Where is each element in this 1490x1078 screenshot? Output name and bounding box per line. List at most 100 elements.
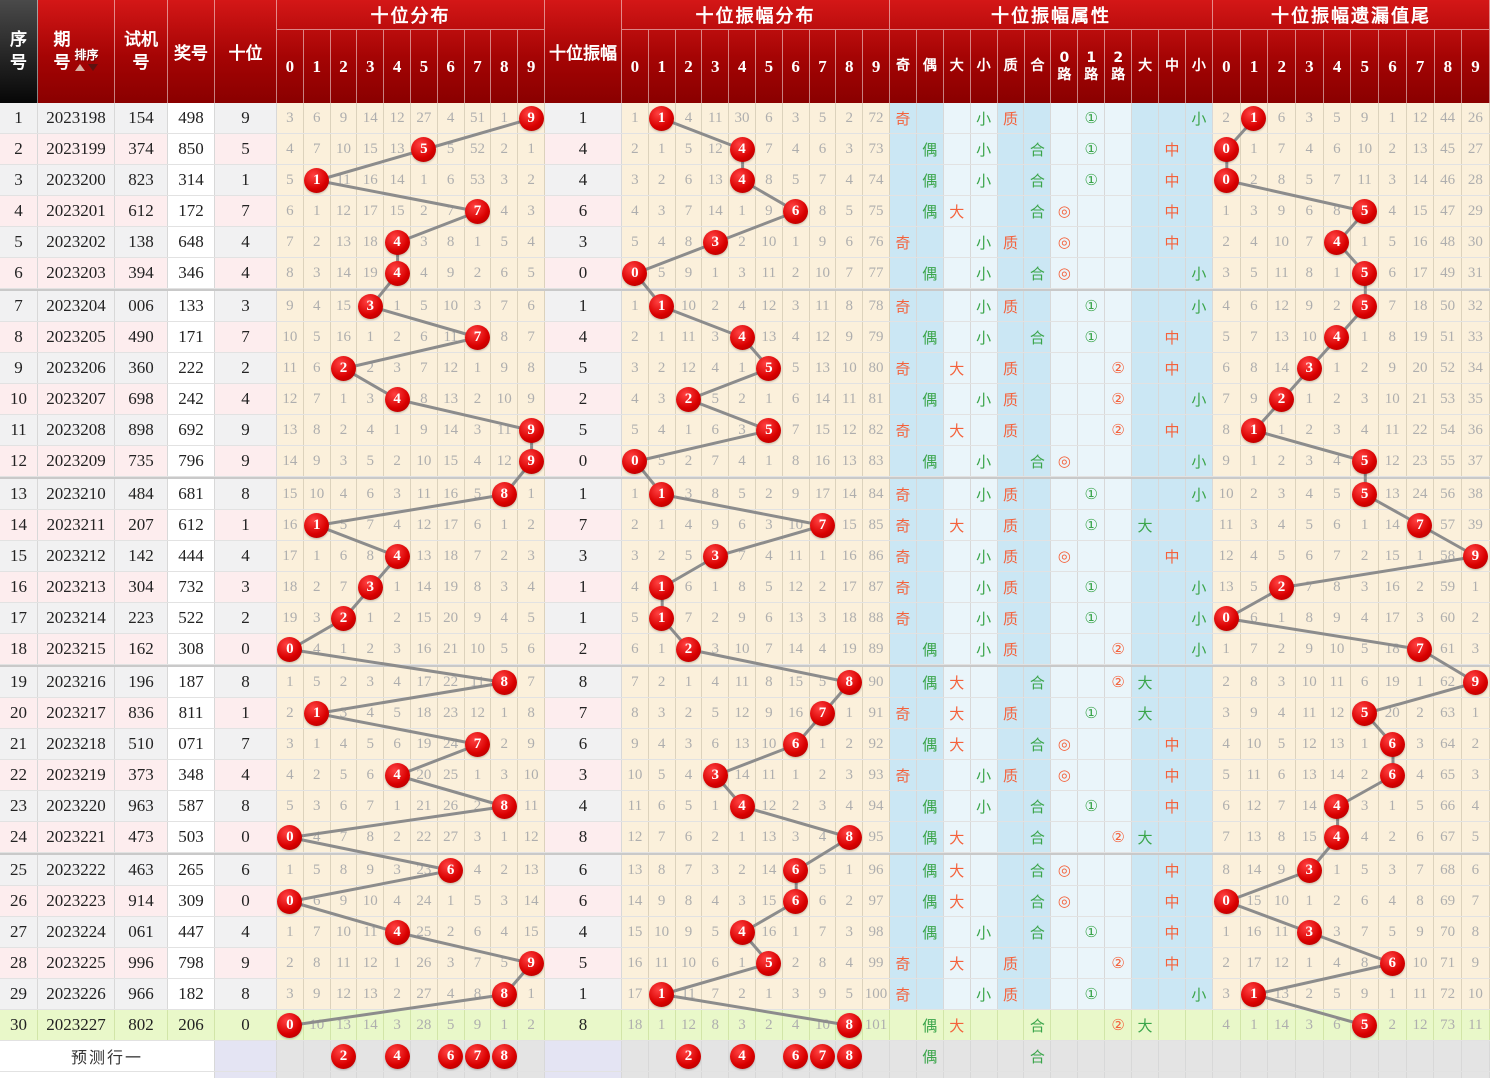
attr-cell: ①: [1078, 322, 1106, 352]
tail-cell: 3: [1295, 855, 1324, 885]
tail-cell: 2: [1212, 948, 1241, 978]
attr-cell: 质: [997, 291, 1025, 321]
dist-cell: 17: [410, 667, 438, 697]
dist-cell: 20: [410, 760, 438, 790]
ampdist-cell: 1: [675, 667, 703, 697]
attr-cell: [1051, 1010, 1079, 1040]
dist-cell: 2: [330, 353, 358, 383]
attr-cell: 合: [1024, 886, 1052, 916]
dist-cell: 7: [303, 917, 331, 947]
ampdist-cell: 9: [621, 729, 649, 759]
dist-cell: 11: [330, 948, 358, 978]
ampdist-cell: 3: [836, 917, 864, 947]
attr-cell: [1185, 698, 1213, 728]
sort-control[interactable]: 排序: [74, 46, 99, 71]
attr-cell: [1105, 227, 1133, 257]
ampdist-col-header: 7: [810, 30, 837, 103]
tail-cell: 5: [1351, 855, 1379, 885]
ampdist-cell: 10: [782, 510, 810, 540]
attr-cell: [1105, 446, 1133, 476]
attr-cell: 偶: [916, 855, 944, 885]
dist-cell: 27: [437, 822, 465, 852]
dist-cell: [357, 1072, 385, 1078]
tail-cell: 6: [1378, 760, 1407, 790]
dist-cell: 4: [357, 698, 385, 728]
attr-cell: [970, 510, 998, 540]
ampdist-cell: 10: [675, 291, 703, 321]
attr-cell: [970, 1041, 998, 1071]
prize-number-cell: 133: [168, 291, 215, 321]
ampdist-cell: 2: [675, 446, 703, 476]
period-cell: 2023214: [38, 603, 115, 633]
attr-cell: ②: [1105, 634, 1133, 664]
attr-cell: [1185, 322, 1213, 352]
tail-col-header: 8: [1435, 30, 1463, 103]
ball: 8: [836, 669, 862, 695]
dist-cell: 2: [384, 446, 411, 476]
ball: 6: [783, 731, 809, 757]
attr-cell: [1132, 886, 1159, 916]
ball: 3: [357, 293, 383, 319]
tail-col-header: 4: [1324, 30, 1352, 103]
seq-cell: 19: [0, 667, 38, 697]
dist-cell: [410, 1072, 438, 1078]
attr-cell: 中: [1159, 917, 1186, 947]
ball: 1: [304, 700, 330, 726]
attr-cell: 偶: [916, 634, 944, 664]
tail-cell: 20: [1406, 353, 1435, 383]
tail-cell: 13: [1268, 979, 1296, 1009]
attr-cell: 质: [997, 572, 1025, 602]
attr-cell: [1051, 1041, 1079, 1071]
ball: 8: [491, 669, 517, 695]
attr-cell: [1132, 134, 1159, 164]
attr-cell: 奇: [889, 415, 917, 445]
ampdist-cell: 5: [621, 227, 649, 257]
ampdist-cell: 3: [621, 165, 649, 195]
tail-cell: 13: [1212, 572, 1241, 602]
amplitude-cell: 8: [544, 667, 622, 697]
dist-cell: 5: [303, 322, 331, 352]
ball: 7: [464, 731, 490, 757]
dist-cell: 1: [303, 698, 331, 728]
ball: 3: [357, 574, 383, 600]
attr-cell: ①: [1078, 603, 1106, 633]
attr-cell: 质: [997, 227, 1025, 257]
ball: 2: [675, 386, 701, 412]
ball: 9: [518, 950, 544, 976]
dist-cell: 1: [303, 510, 331, 540]
sort-desc-icon[interactable]: [87, 64, 98, 71]
attr-cell: [943, 760, 971, 790]
tens-digit-cell: 9: [215, 948, 277, 978]
col-header-period[interactable]: 期号 排序: [38, 0, 115, 103]
dist-cell: 14: [384, 165, 411, 195]
amplitude-cell: 7: [544, 510, 622, 540]
ball: 1: [649, 293, 675, 319]
ampdist-cell: 15: [621, 917, 649, 947]
dist-cell: 10: [277, 322, 304, 352]
ampdist-cell: 1: [648, 322, 676, 352]
dist-cell: 8: [491, 791, 519, 821]
ball: 3: [702, 543, 728, 569]
tail-cell: 24: [1406, 479, 1435, 509]
dist-cell: 14: [330, 258, 358, 288]
ampdist-cell: 83: [863, 446, 890, 476]
amplitude-cell: 2: [544, 384, 622, 414]
dist-col-header: 4: [384, 30, 411, 103]
attr-cell: [1132, 353, 1159, 383]
attr-cell: [1078, 855, 1106, 885]
dist-cell: 1: [303, 729, 331, 759]
sort-asc-icon[interactable]: [74, 64, 85, 71]
attr-cell: 小: [970, 165, 998, 195]
ampdist-cell: 7: [809, 510, 837, 540]
tail-cell: 5: [1406, 791, 1435, 821]
tail-cell: 1: [1351, 227, 1379, 257]
table-row: 26 2023223 914 309 0 0 6 9 10 4 24 1 5 3 14 6 14 9 8 4 3 15 6 6…: [0, 886, 1490, 917]
table-row: 16 2023213 304 732 3 18 2 7 3 1 14 19 8 3 4 1 4 1 6 1 8 5 12 2 1…: [0, 572, 1490, 603]
ampdist-cell: [729, 1072, 756, 1078]
ball: 6: [438, 857, 464, 883]
tail-col-header: 2: [1268, 30, 1297, 103]
attr-cell: [970, 415, 998, 445]
ampdist-cell: 1: [621, 103, 649, 133]
